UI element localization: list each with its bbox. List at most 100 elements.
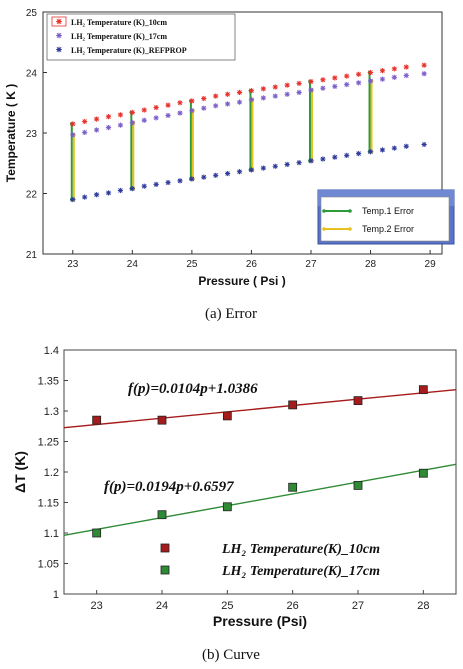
data-point-a [141, 107, 147, 113]
error-legend-dot [322, 227, 326, 231]
data-point-a [403, 143, 409, 149]
error-bars-a [69, 70, 374, 202]
legend-marker-a [56, 32, 62, 39]
data-point-a [201, 95, 207, 102]
data-point-a [403, 72, 409, 79]
data-point-a [225, 91, 231, 97]
data-point-a [225, 170, 231, 177]
x-tick-label-a: 24 [127, 259, 139, 270]
data-point-a [153, 104, 159, 111]
y-tick-label-a: 21 [26, 250, 38, 261]
data-point-a [117, 187, 124, 194]
data-point-a [391, 66, 397, 72]
x-tick-label-b: 26 [287, 600, 299, 612]
data-point-a [308, 78, 314, 85]
x-axis-label-b: Pressure (Psi) [213, 613, 307, 629]
data-point-a [201, 174, 207, 180]
data-point-a [332, 83, 338, 90]
ticks-a: 23 24 25 26 27 28 29 21 22 23 24 25 [26, 8, 436, 270]
data-point-a [272, 93, 278, 99]
data-point-a [153, 181, 159, 188]
data-point-b [353, 481, 363, 490]
data-point-b [288, 400, 298, 410]
data-point-a [105, 124, 112, 131]
legend-marker-a [56, 18, 62, 25]
data-point-a [344, 152, 350, 158]
data-point-a [320, 85, 326, 91]
y-tick-label-b: 1.1 [44, 528, 59, 540]
x-tick-label-a: 26 [246, 259, 258, 270]
fit-lines-b [63, 388, 457, 537]
x-tick-label-b: 23 [91, 600, 103, 612]
x-tick-label-b: 25 [221, 600, 233, 612]
x-tick-label-b: 27 [352, 600, 364, 612]
data-point-a [70, 132, 76, 138]
data-point-a [332, 75, 338, 81]
y-tick-label-b: 1.25 [38, 437, 59, 449]
data-point-a [129, 186, 135, 192]
data-point-b [418, 385, 428, 395]
data-point-a [391, 74, 397, 80]
data-point-a [105, 190, 112, 196]
data-point-a [296, 160, 302, 166]
data-point-a [403, 64, 409, 70]
ticks-b: 23 24 25 26 27 28 1 1.05 1.1 1.15 1.2 1.25 1.3 1.35 1.… [38, 345, 430, 612]
data-point-a [225, 101, 231, 107]
data-point-a [421, 141, 427, 148]
y-tick-label-a: 25 [26, 8, 38, 19]
data-point-a [153, 115, 159, 121]
data-point-a [308, 87, 314, 93]
data-point-a [344, 73, 350, 79]
data-point-a [236, 89, 243, 96]
fit-equation-10cm: f(p)=0.0104p+1.0386 [128, 381, 258, 397]
legend-marker-b [160, 543, 170, 553]
data-point-a [93, 116, 100, 122]
x-axis-label-a: Pressure ( Psi ) [198, 274, 285, 288]
y-axis-label-a: Temperature ( K ) [4, 84, 18, 182]
data-point-a [201, 105, 207, 111]
error-legend-a: Temp.1 Error Temp.2 Error [317, 189, 455, 245]
data-point-b [418, 468, 428, 478]
legend-label-a: LH₂ Temperature (K)_17cm [71, 32, 167, 41]
legend-marker-b [160, 565, 170, 575]
error-legend-dot [348, 227, 352, 231]
data-point-b [222, 411, 232, 421]
y-tick-label-a: 22 [26, 190, 38, 201]
data-point-a [367, 69, 374, 76]
data-point-a [248, 88, 255, 94]
legend-a: LH₂ Temperature (K)_10cm LH₂ Temperature … [46, 13, 236, 61]
data-point-a [165, 112, 171, 119]
data-point-a [379, 68, 386, 74]
error-legend-label: Temp.1 Error [362, 206, 414, 216]
y-tick-label-b: 1.35 [38, 376, 59, 388]
data-point-a [93, 127, 100, 133]
data-point-a [356, 71, 362, 77]
caption-a: (a) Error [205, 306, 257, 322]
data-point-a [260, 95, 266, 101]
data-point-a [177, 110, 183, 116]
data-point-a [177, 100, 183, 106]
data-point-a [284, 91, 290, 97]
points-b [92, 385, 428, 538]
data-point-a [141, 183, 147, 189]
legend-b: LH₂ Temperature(K)_10cm LH₂ Temperature(K… [160, 542, 380, 579]
data-point-a [236, 169, 243, 175]
y-tick-label-b: 1.3 [44, 406, 59, 418]
error-legend-dot [322, 209, 326, 213]
data-point-a [421, 62, 427, 68]
legend-label-a: LH₂ Temperature (K)_10cm [71, 18, 167, 27]
data-point-a [260, 86, 266, 92]
data-point-a [189, 108, 195, 114]
error-legend-label: Temp.2 Error [362, 224, 414, 234]
data-point-a [248, 97, 255, 103]
data-point-a [421, 71, 427, 77]
data-point-a [367, 78, 374, 84]
data-point-b [288, 482, 298, 492]
y-tick-label-a: 23 [26, 129, 38, 140]
data-point-a [379, 147, 386, 153]
data-point-a [165, 180, 171, 186]
x-tick-label-a: 25 [186, 259, 198, 270]
data-point-a [82, 129, 88, 135]
data-point-a [236, 99, 243, 105]
data-point-a [129, 109, 135, 116]
